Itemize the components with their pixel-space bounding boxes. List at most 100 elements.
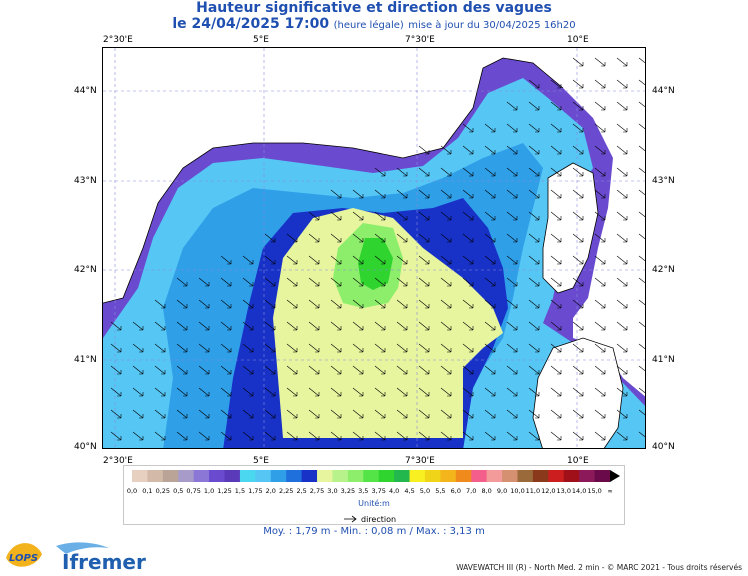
direction-arrow: [616, 145, 628, 155]
direction-arrow: [396, 409, 408, 419]
direction-arrow: [462, 365, 474, 375]
scale-swatch: [209, 470, 226, 482]
color-scale-svg: 0,0 0,1 0,25 0,5 0,75 1,0 1,25 1,5 1,75 2,0 2,25 2,…: [127, 470, 620, 524]
scale-swatch: [517, 470, 534, 482]
direction-arrow: [572, 211, 584, 221]
direction-arrow: [352, 277, 364, 287]
direction-arrow: [506, 387, 518, 397]
direction-arrow: [308, 343, 320, 353]
direction-arrow: [286, 343, 298, 353]
scale-swatch: [563, 470, 580, 482]
direction-arrow: [594, 145, 606, 155]
coastline-north: [103, 57, 564, 304]
color-scale-legend: 0,0 0,1 0,25 0,5 0,75 1,0 1,25 1,5 1,75 2,0 2,25 2,…: [123, 465, 625, 525]
direction-arrow: [264, 255, 276, 265]
update-note: mise à jour du 30/04/2025 16h20: [408, 20, 576, 31]
direction-arrow: [198, 365, 210, 375]
scale-swatch: [132, 470, 148, 482]
direction-arrow: [638, 101, 645, 111]
direction-arrow: [418, 255, 430, 265]
direction-arrow: [528, 79, 540, 89]
direction-arrow: [374, 255, 386, 265]
direction-arrow: [330, 409, 342, 419]
legal-time-note: (heure légale): [333, 20, 404, 31]
direction-arrow: [638, 167, 645, 177]
direction-arrow: [198, 431, 210, 441]
forecast-date: le 24/04/2025 17:00: [172, 16, 330, 32]
direction-arrow: [638, 189, 645, 199]
direction-arrow: [572, 343, 584, 353]
direction-arrow: [506, 343, 518, 353]
direction-arrow: [572, 365, 584, 375]
direction-arrow: [638, 145, 645, 155]
direction-arrow: [594, 431, 606, 441]
scale-label: 4,0: [389, 487, 399, 495]
scale-swatch: [363, 470, 380, 482]
direction-arrow: [462, 167, 474, 177]
x-tick-bottom-0: 2°30'E: [103, 456, 133, 466]
direction-arrow: [528, 167, 540, 177]
direction-arrow: [418, 321, 430, 331]
scale-label: 5,0: [420, 487, 430, 495]
direction-arrow: [418, 189, 430, 199]
direction-arrow: [550, 211, 562, 221]
direction-arrow: [132, 321, 144, 331]
direction-arrow: [374, 365, 386, 375]
direction-arrow: [484, 189, 496, 199]
direction-arrow: [418, 387, 430, 397]
direction-arrow: [308, 321, 320, 331]
statistics-line: Moy. : 1,79 m - Min. : 0,08 m / Max. : 3…: [263, 526, 485, 537]
direction-arrow: [198, 343, 210, 353]
direction-arrow: [264, 321, 276, 331]
direction-arrow: [418, 211, 430, 221]
direction-arrow: [352, 409, 364, 419]
direction-arrow: [506, 189, 518, 199]
direction-arrow: [330, 321, 342, 331]
direction-arrow: [638, 123, 645, 133]
scale-swatch: [162, 470, 179, 482]
scale-swatch: [532, 470, 549, 482]
lops-logo: LOPS: [6, 543, 42, 567]
scale-swatch: [255, 470, 272, 482]
scale-label: 8,0: [481, 487, 491, 495]
direction-arrow: [352, 233, 364, 243]
scale-swatch: [455, 470, 472, 482]
scale-label: 12,0: [541, 487, 555, 495]
direction-arrow: [616, 57, 628, 67]
direction-arrow: [572, 57, 584, 67]
direction-arrow: [594, 57, 606, 67]
direction-arrow: [462, 233, 474, 243]
direction-arrow: [374, 321, 386, 331]
direction-arrow: [462, 145, 474, 155]
direction-arrow: [286, 431, 298, 441]
direction-arrow: [616, 387, 628, 397]
x-tick-top-1: 5°E: [253, 35, 269, 45]
direction-arrow: [528, 233, 540, 243]
scale-label: 5,5: [435, 487, 445, 495]
direction-arrow: [550, 145, 562, 155]
direction-arrow: [440, 299, 452, 309]
x-tick-top-2: 7°30'E: [405, 35, 435, 45]
direction-arrow: [198, 409, 210, 419]
direction-arrow: [484, 145, 496, 155]
direction-arrow: [330, 233, 342, 243]
direction-arrow: [220, 387, 232, 397]
direction-arrow: [396, 211, 408, 221]
direction-arrow: [242, 343, 254, 353]
direction-arrow: [176, 299, 188, 309]
direction-arrow: [242, 431, 254, 441]
direction-arrow: [440, 277, 452, 287]
direction-arrow: [198, 321, 210, 331]
direction-arrow: [550, 365, 562, 375]
direction-arrow: [396, 387, 408, 397]
scale-label: 6,0: [451, 487, 461, 495]
direction-arrow: [528, 431, 540, 441]
scale-swatch: [424, 470, 441, 482]
direction-arrow: [330, 277, 342, 287]
direction-arrow: [572, 299, 584, 309]
direction-arrow: [594, 101, 606, 111]
direction-arrow: [132, 387, 144, 397]
scale-swatch: [178, 470, 195, 482]
direction-arrow: [418, 277, 430, 287]
direction-arrow: [286, 365, 298, 375]
